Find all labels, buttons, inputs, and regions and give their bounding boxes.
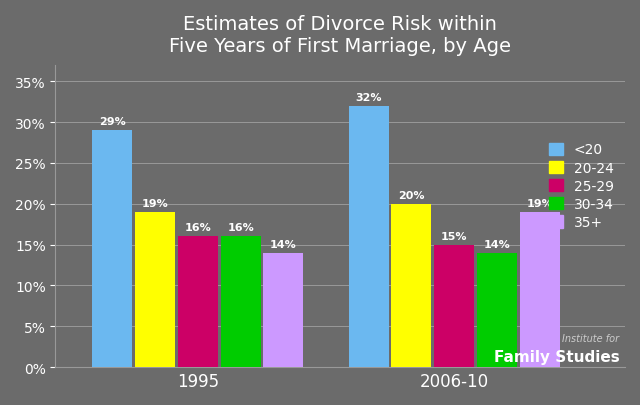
Text: 14%: 14% [270,239,297,249]
Title: Estimates of Divorce Risk within
Five Years of First Marriage, by Age: Estimates of Divorce Risk within Five Ye… [169,15,511,56]
Text: 16%: 16% [227,223,254,233]
Bar [263,253,303,367]
Text: 15%: 15% [441,231,467,241]
Text: 19%: 19% [526,198,553,208]
Legend: <20, 20-24, 25-29, 30-34, 35+: <20, 20-24, 25-29, 30-34, 35+ [545,139,618,234]
Bar [392,204,431,367]
Text: 20%: 20% [398,190,425,200]
Bar [221,237,260,367]
Bar [178,237,218,367]
Bar [477,253,516,367]
Bar [434,245,474,367]
Bar [135,212,175,367]
Text: 32%: 32% [355,92,382,102]
Text: 16%: 16% [184,223,211,233]
Bar [349,107,388,367]
Text: Family Studies: Family Studies [493,349,620,364]
Text: 19%: 19% [142,198,168,208]
Bar [93,131,132,367]
Text: 14%: 14% [483,239,510,249]
Text: 29%: 29% [99,117,126,127]
Text: Institute for: Institute for [562,333,620,343]
Bar [520,212,559,367]
